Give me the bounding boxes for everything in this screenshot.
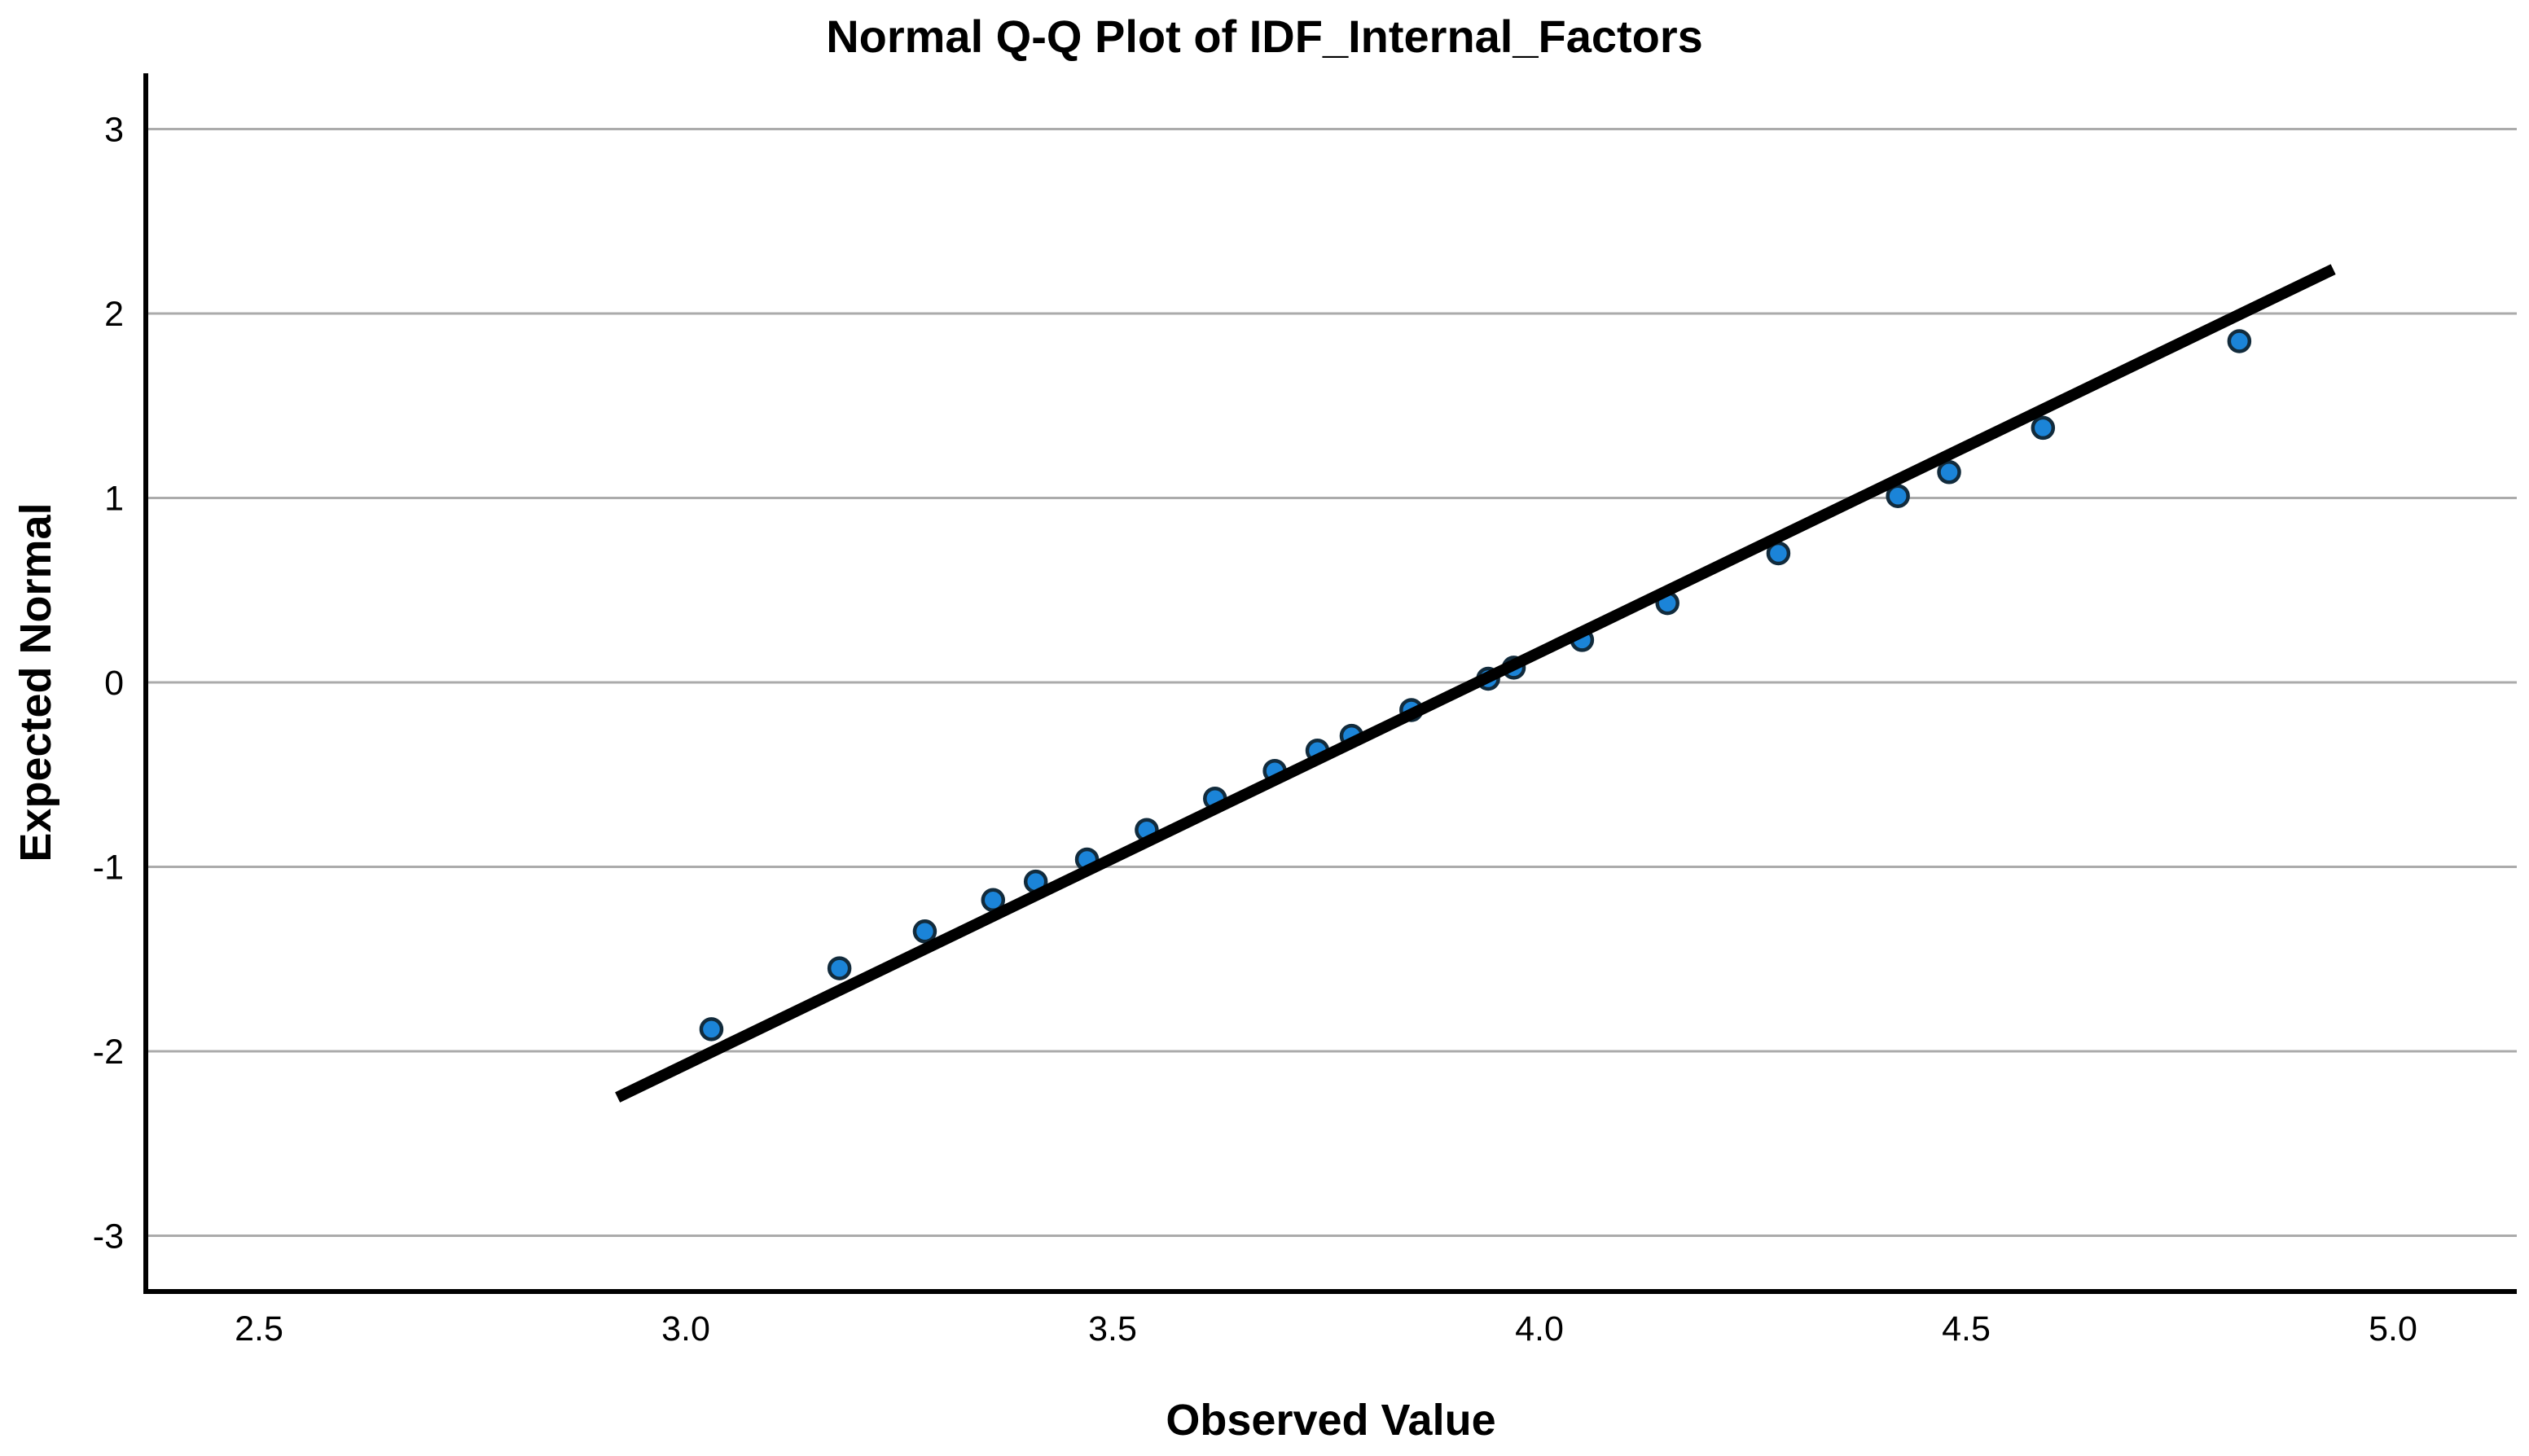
y-tick-label: -3 — [93, 1217, 124, 1256]
x-tick-label: 3.0 — [661, 1309, 710, 1349]
data-point — [1886, 484, 1910, 508]
data-point — [827, 956, 852, 980]
y-tick-label: -2 — [93, 1033, 124, 1072]
data-point — [1937, 460, 1961, 485]
data-point — [912, 919, 937, 944]
x-axis-title: Observed Value — [1166, 1396, 1496, 1445]
data-point — [2031, 415, 2056, 441]
data-point — [699, 1017, 724, 1042]
chart-title: Normal Q-Q Plot of IDF_Internal_Factors — [826, 11, 1703, 62]
x-tick-label: 4.5 — [1942, 1309, 1991, 1349]
x-tick-label: 5.0 — [2369, 1309, 2417, 1349]
y-tick-label: 0 — [104, 664, 124, 703]
y-tick-label: 2 — [104, 295, 124, 334]
x-tick-label: 2.5 — [235, 1309, 283, 1349]
y-tick-label: 1 — [104, 480, 124, 519]
x-tick-label: 4.0 — [1515, 1309, 1564, 1349]
y-tick-label: -1 — [93, 849, 124, 888]
x-tick-label: 3.5 — [1088, 1309, 1137, 1349]
y-tick-label: 3 — [104, 111, 124, 150]
qq-reference-line — [615, 264, 2336, 1103]
data-point — [2227, 329, 2252, 353]
